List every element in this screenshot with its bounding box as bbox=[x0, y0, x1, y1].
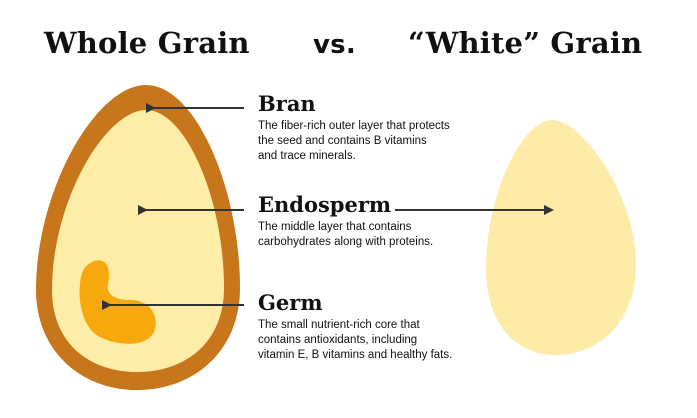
white-grain-title: “White” Grain bbox=[408, 26, 643, 60]
bran-heading: Bran bbox=[258, 91, 316, 116]
germ-label: Germ The small nutrient-rich core that c… bbox=[258, 291, 498, 363]
germ-core bbox=[79, 260, 156, 344]
endosperm-label: Endosperm The middle layer that contains… bbox=[258, 193, 498, 250]
bran-desc-line: and trace minerals. bbox=[258, 150, 356, 162]
germ-desc-line: The small nutrient-rich core that bbox=[258, 319, 420, 331]
germ-heading: Germ bbox=[258, 290, 323, 315]
germ-description: The small nutrient-rich core that contai… bbox=[258, 318, 498, 363]
whole-grain-title: Whole Grain bbox=[44, 26, 250, 60]
endosperm-desc-line: The middle layer that contains bbox=[258, 221, 412, 233]
vs-label: vs. bbox=[313, 30, 356, 60]
bran-desc-line: The fiber-rich outer layer that protects bbox=[258, 120, 450, 132]
bran-description: The fiber-rich outer layer that protects… bbox=[258, 119, 498, 164]
endosperm-desc-line: carbohydrates along with proteins. bbox=[258, 236, 434, 248]
bran-desc-line: the seed and contains B vitamins bbox=[258, 135, 427, 147]
endosperm-heading: Endosperm bbox=[258, 193, 396, 217]
bran-label: Bran The fiber-rich outer layer that pro… bbox=[258, 92, 498, 164]
endosperm-description: The middle layer that contains carbohydr… bbox=[258, 220, 498, 250]
white-grain bbox=[486, 120, 636, 355]
germ-desc-line: vitamin E, B vitamins and healthy fats. bbox=[258, 349, 453, 361]
germ-desc-line: contains antioxidants, including bbox=[258, 334, 418, 346]
